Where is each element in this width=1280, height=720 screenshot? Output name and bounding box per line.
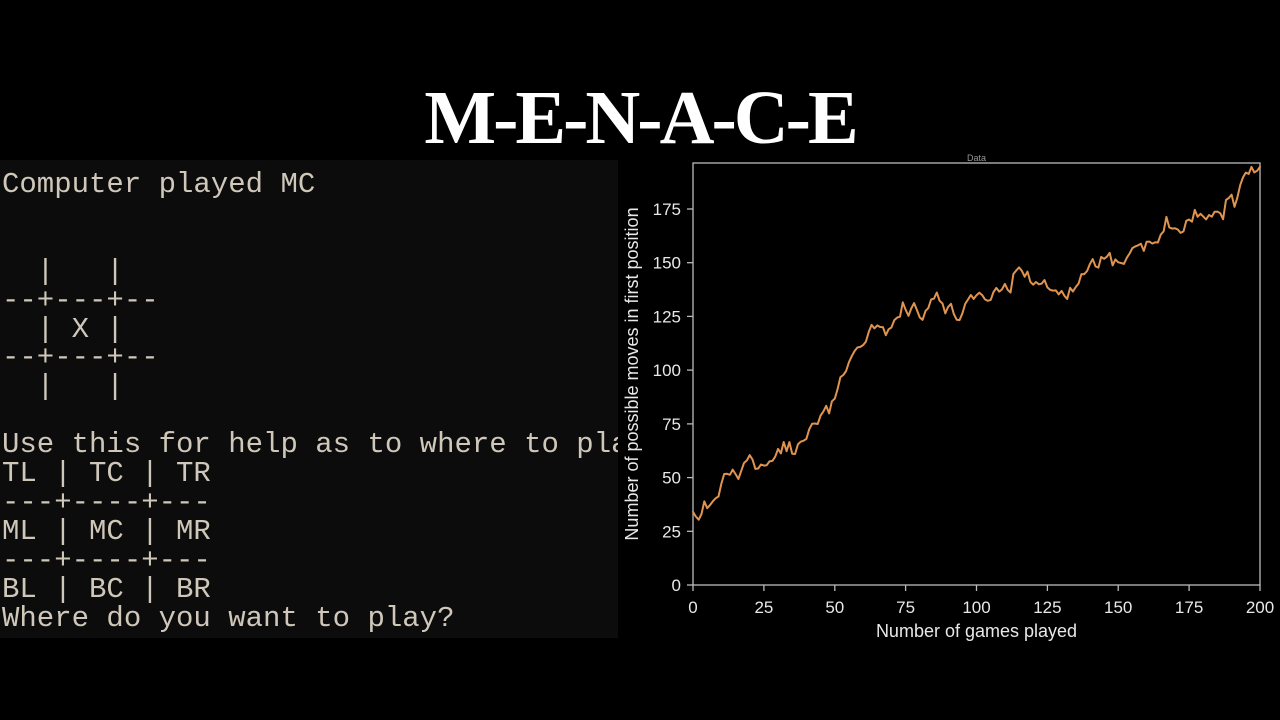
- svg-text:25: 25: [662, 522, 681, 541]
- svg-text:175: 175: [653, 200, 681, 219]
- svg-text:25: 25: [754, 598, 773, 617]
- svg-text:50: 50: [825, 598, 844, 617]
- svg-text:175: 175: [1175, 598, 1203, 617]
- svg-text:125: 125: [1033, 598, 1061, 617]
- svg-text:125: 125: [653, 307, 681, 326]
- svg-text:75: 75: [896, 598, 915, 617]
- svg-text:50: 50: [662, 469, 681, 488]
- svg-text:200: 200: [1246, 598, 1274, 617]
- svg-text:100: 100: [653, 361, 681, 380]
- svg-text:Number of games played: Number of games played: [876, 621, 1077, 641]
- svg-text:150: 150: [1104, 598, 1132, 617]
- svg-text:0: 0: [672, 576, 681, 595]
- svg-text:75: 75: [662, 415, 681, 434]
- svg-text:0: 0: [688, 598, 697, 617]
- svg-text:100: 100: [962, 598, 990, 617]
- svg-text:150: 150: [653, 254, 681, 273]
- svg-text:Number of possible moves in fi: Number of possible moves in first positi…: [622, 207, 642, 540]
